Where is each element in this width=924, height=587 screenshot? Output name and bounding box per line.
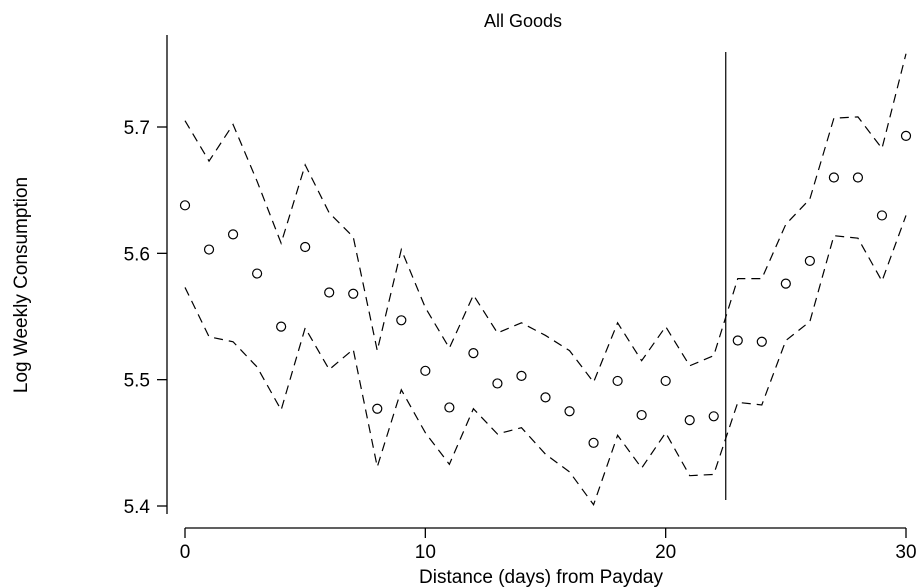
data-point xyxy=(540,392,551,403)
data-point xyxy=(179,200,191,211)
data-point xyxy=(900,130,912,141)
x-tick-label: 20 xyxy=(655,542,676,563)
x-axis-title: Distance (days) from Payday xyxy=(419,567,663,587)
x-tick-label: 30 xyxy=(895,542,916,563)
data-point xyxy=(227,229,239,240)
data-point xyxy=(516,370,527,381)
data-point xyxy=(300,241,311,253)
x-ticks: 0 10 20 30 xyxy=(180,528,917,563)
data-point xyxy=(468,348,479,359)
data-point xyxy=(564,406,575,417)
data-point xyxy=(203,244,215,255)
data-point xyxy=(420,365,431,376)
data-point xyxy=(276,321,287,332)
data-point xyxy=(612,375,623,387)
data-point xyxy=(852,172,864,183)
y-axis-title: Log Weekly Consumption xyxy=(11,177,32,393)
data-point xyxy=(756,336,767,347)
data-point xyxy=(732,335,743,346)
data-point xyxy=(828,172,840,183)
data-point xyxy=(348,288,359,299)
upper-confidence-band xyxy=(184,53,907,384)
y-tick-label: 5.4 xyxy=(124,497,151,518)
plot-area xyxy=(179,52,912,507)
chart-title: All Goods xyxy=(484,11,562,31)
y-tick-label: 5.5 xyxy=(124,371,150,392)
data-point xyxy=(372,403,383,414)
data-point xyxy=(636,409,647,421)
data-point xyxy=(804,255,815,267)
lower-confidence-band xyxy=(184,215,907,507)
data-point xyxy=(780,278,791,289)
data-point xyxy=(684,414,695,426)
data-point xyxy=(324,287,335,298)
y-tick-label: 5.6 xyxy=(124,244,150,265)
data-point xyxy=(660,375,671,387)
data-point xyxy=(588,437,599,448)
y-tick-label: 5.7 xyxy=(124,118,150,139)
data-point xyxy=(708,411,719,422)
x-tick-label: 10 xyxy=(415,542,436,563)
data-point xyxy=(876,210,888,221)
data-point xyxy=(492,378,503,389)
data-point xyxy=(396,315,407,326)
x-tick-label: 0 xyxy=(180,542,191,563)
data-point xyxy=(444,402,455,413)
y-ticks: 5.4 5.5 5.6 5.7 xyxy=(124,118,167,518)
data-point xyxy=(252,268,263,279)
